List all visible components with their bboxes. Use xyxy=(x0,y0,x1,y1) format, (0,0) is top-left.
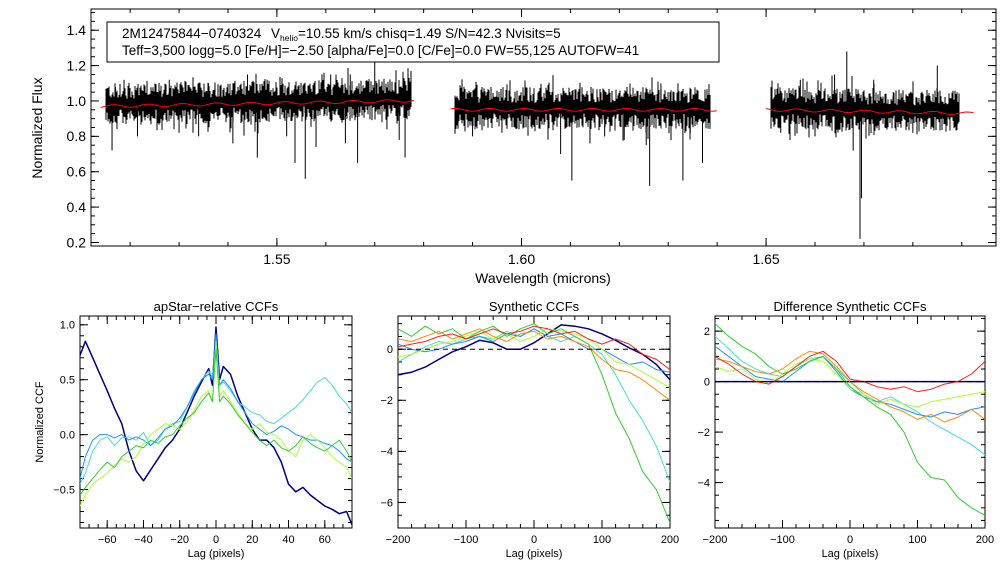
apstar-ccf-y-tick-label: 0.0 xyxy=(60,429,75,441)
difference-ccf-panel: Difference Synthetic CCFs −200 −100 0 100 20… xyxy=(697,299,994,560)
apstar-ccf-x-tick-label: −40 xyxy=(134,534,153,546)
spectrum-y-tick-label: 1.4 xyxy=(67,22,87,38)
apstar-ccf-title: apStar−relative CCFs xyxy=(154,299,279,314)
difference-ccf-series-visit-7 xyxy=(715,350,985,393)
difference-ccf-x-label: Lag (pixels) xyxy=(822,548,879,560)
apstar-ccf-y-tick-label: 1.0 xyxy=(60,320,75,332)
legend-line-2: Teff=3,500 logg=5.0 [Fe/H]=−2.50 [alpha/… xyxy=(122,43,639,58)
synthetic-ccf-title: Synthetic CCFs xyxy=(489,299,580,314)
difference-ccf-x-tick-label: 100 xyxy=(908,534,926,546)
difference-ccf-x-tick-label: −200 xyxy=(703,534,728,546)
spectrum-y-tick-label: 1.0 xyxy=(67,93,87,109)
difference-ccf-y-tick-label: −2 xyxy=(697,427,710,439)
synthetic-ccf-x-tick-label: 100 xyxy=(593,534,611,546)
spectrum-y-label: Normalized Flux xyxy=(29,77,45,178)
difference-ccf-y-tick-label: −4 xyxy=(697,477,710,489)
synthetic-ccf-y-tick-label: 0 xyxy=(387,344,393,356)
synthetic-ccf-series-visit-2 xyxy=(398,328,670,483)
spectrum-model-chip-1 xyxy=(100,99,415,108)
difference-ccf-series-visit-4 xyxy=(715,358,985,408)
synthetic-ccf-x-tick-label: 200 xyxy=(661,534,679,546)
apstar-ccf-y-label: Normalized CCF xyxy=(34,381,46,463)
apstar-ccf-series-visit-2 xyxy=(80,335,352,485)
spectrum-x-label: Wavelength (microns) xyxy=(475,270,611,286)
spectrum-model-chip-2 xyxy=(450,107,717,112)
apstar-ccf-x-tick-label: 20 xyxy=(246,534,258,546)
synthetic-ccf-y-tick-label: −2 xyxy=(380,395,393,407)
apstar-ccf-series-visit-4 xyxy=(80,340,352,507)
spectrum-model-chip-3 xyxy=(765,108,974,116)
apstar-ccf-panel: apStar−relative CCFs −60 −40 −20 0 20 40 60 −0.… xyxy=(34,299,353,560)
spectrum-y-tick-label: 0.4 xyxy=(67,199,87,215)
difference-ccf-y-tick-label: 0 xyxy=(704,376,710,388)
difference-ccf-title: Difference Synthetic CCFs xyxy=(774,299,927,314)
difference-ccf-x-tick-label: 0 xyxy=(847,534,853,546)
spectrum-x-tick-label: 1.65 xyxy=(752,251,779,267)
synthetic-ccf-y-tick-label: −4 xyxy=(380,446,393,458)
synthetic-ccf-series-visit-6 xyxy=(398,328,670,401)
difference-ccf-x-tick-label: −100 xyxy=(770,534,795,546)
legend-line-1: 2M12475844−0740324 Vhelio=10.55 km/s chi… xyxy=(122,26,561,43)
legend-box xyxy=(106,21,720,63)
difference-ccf-x-tick-label: 200 xyxy=(976,534,994,546)
synthetic-ccf-panel: Synthetic CCFs −200 −100 0 100 200 −6 −4 −2 0 La… xyxy=(380,299,679,560)
spectrum-y-tick-label: 0.8 xyxy=(67,128,87,144)
synthetic-ccf-x-tick-label: −100 xyxy=(454,534,479,546)
synthetic-ccf-series-visit-7 xyxy=(398,325,670,371)
spectrum-y-tick-label: 1.2 xyxy=(67,57,87,73)
apstar-ccf-x-tick-label: −20 xyxy=(170,534,189,546)
apstar-ccf-x-tick-label: 60 xyxy=(319,534,331,546)
spectrum-y-tick-label: 0.2 xyxy=(67,234,87,250)
apstar-ccf-y-tick-label: 0.5 xyxy=(60,375,75,387)
apstar-ccf-series-visit-1 xyxy=(80,326,352,525)
synthetic-ccf-x-tick-label: −200 xyxy=(386,534,411,546)
apstar-ccf-x-tick-label: 40 xyxy=(282,534,294,546)
apstar-ccf-x-tick-label: 0 xyxy=(213,534,219,546)
synthetic-ccf-y-tick-label: −6 xyxy=(380,497,393,509)
synthetic-ccf-x-label: Lag (pixels) xyxy=(506,548,563,560)
synthetic-ccf-series-visit-1 xyxy=(398,324,670,381)
difference-ccf-y-tick-label: 2 xyxy=(704,326,710,338)
synthetic-ccf-x-tick-label: 0 xyxy=(531,534,537,546)
apstar-ccf-y-tick-label: −0.5 xyxy=(53,484,75,496)
apstar-ccf-x-label: Lag (pixels) xyxy=(188,548,245,560)
synthetic-ccf-series-visit-4 xyxy=(398,328,670,388)
spectrum-panel: 1.55 1.60 1.65 0.2 0.4 0.6 0.8 1.0 1.2 1.4 2M1247… xyxy=(29,8,997,286)
difference-ccf-series-visit-5 xyxy=(715,323,985,516)
apstar-ccf-x-tick-label: −60 xyxy=(98,534,117,546)
spectrum-flux-chip-3 xyxy=(770,75,960,141)
spectrum-flux-chip-2 xyxy=(454,75,711,141)
spectrum-x-tick-label: 1.60 xyxy=(508,251,535,267)
synthetic-ccf-series-visit-5 xyxy=(398,323,670,524)
spectrum-x-tick-label: 1.55 xyxy=(263,251,290,267)
apstar-ccf-series-visit-5 xyxy=(80,348,352,496)
spectrum-y-tick-label: 0.6 xyxy=(67,164,87,180)
spectrum-flux-chip-1 xyxy=(105,68,412,136)
synthetic-ccf-series-visit-3 xyxy=(398,328,670,373)
